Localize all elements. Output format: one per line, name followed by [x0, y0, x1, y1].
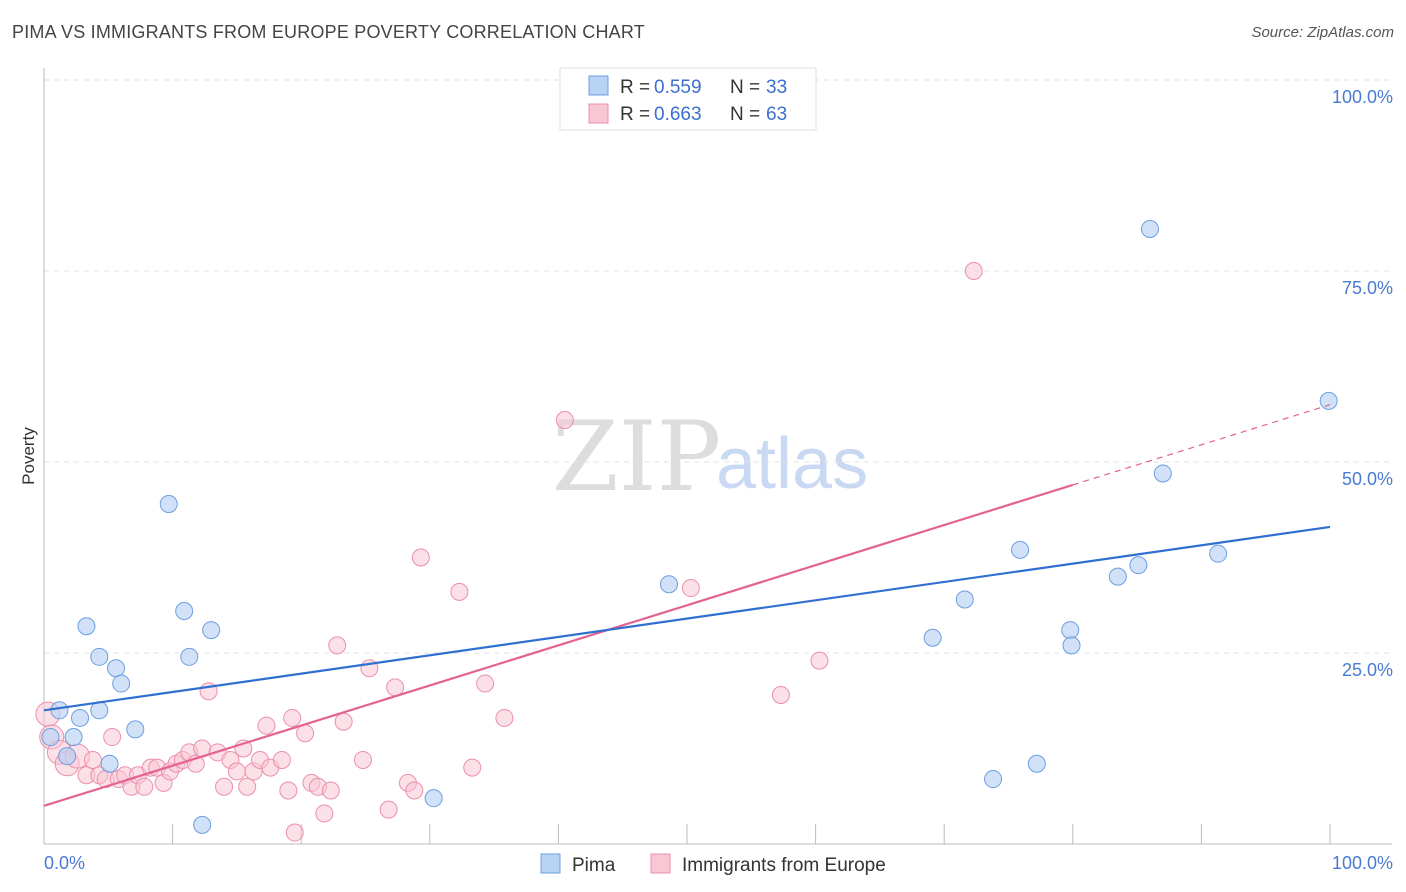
pima-point — [90, 647, 109, 666]
pima-point — [1011, 540, 1030, 559]
pima-point — [112, 674, 131, 693]
europe-point — [555, 410, 574, 429]
legend-europe-n-value: 63 — [766, 104, 787, 125]
pima-point — [1108, 567, 1127, 586]
pima-point — [202, 621, 221, 640]
y-tick-label-75: 75.0% — [1342, 278, 1393, 298]
grid-layer — [44, 79, 1392, 654]
europe-trend-line — [43, 483, 1074, 807]
pima-trend-line — [43, 525, 1331, 712]
bottom-legend-pima-label: Pima — [572, 855, 616, 876]
top-legend: R = 0.559 N = 33 R = 0.663 N = 63 — [559, 67, 817, 131]
legend-europe-n-label: N = — [730, 104, 760, 125]
europe-point — [272, 750, 291, 769]
legend-pima-r-label: R = — [620, 77, 650, 98]
pima-point — [107, 659, 126, 678]
legend-europe-swatch — [588, 103, 609, 124]
x-tick-label-min: 0.0% — [44, 853, 85, 873]
pima-point — [58, 747, 77, 766]
y-tick-labels: 25.0% 50.0% 75.0% 100.0% — [1332, 87, 1393, 680]
europe-point — [964, 262, 983, 280]
legend-europe-r-value: 0.663 — [654, 104, 702, 125]
pima-point — [1027, 754, 1046, 773]
pima-point — [1153, 464, 1172, 483]
pima-point — [1209, 544, 1228, 563]
europe-point — [257, 716, 276, 735]
europe-point — [103, 728, 122, 747]
chart-source: Source: ZipAtlas.com — [1251, 24, 1394, 41]
watermark-atlas: atlas — [716, 424, 868, 504]
europe-point — [227, 762, 246, 781]
bottom-legend-europe-swatch — [650, 853, 671, 874]
europe-point — [328, 636, 347, 655]
pima-point — [659, 575, 678, 594]
pima-point — [50, 701, 69, 720]
europe-point — [315, 804, 334, 823]
pima-point — [77, 617, 96, 636]
pima-point — [984, 770, 1003, 789]
pima-point — [1061, 621, 1080, 640]
bottom-legend-europe-label: Immigrants from Europe — [682, 855, 886, 876]
y-tick-label-50: 50.0% — [1342, 469, 1393, 489]
europe-point — [238, 777, 257, 796]
pima-point — [175, 601, 194, 620]
legend-pima-swatch — [588, 75, 609, 96]
europe-point — [476, 674, 495, 693]
y-axis-label: Poverty — [19, 427, 38, 485]
pima-point — [1129, 556, 1148, 575]
europe-point — [285, 823, 304, 842]
europe-point — [334, 712, 353, 731]
europe-point — [771, 686, 790, 705]
europe-point — [135, 777, 154, 796]
pima-point — [1062, 636, 1081, 655]
europe-point — [353, 750, 372, 769]
europe-point — [450, 582, 469, 601]
europe-point — [411, 548, 430, 567]
pima-point — [126, 720, 145, 739]
europe-point — [495, 708, 514, 727]
pima-point — [193, 815, 212, 834]
pima-point — [424, 789, 443, 808]
watermark-zip: ZIP — [552, 401, 721, 513]
europe-point — [810, 651, 829, 670]
europe-point — [279, 781, 298, 800]
x-tick-label-max: 100.0% — [1332, 853, 1393, 873]
europe-point — [83, 750, 102, 769]
europe-points-group — [35, 262, 983, 842]
pima-point — [955, 590, 974, 609]
pima-point — [41, 728, 60, 747]
legend-europe-r-label: R = — [620, 104, 650, 125]
europe-point — [379, 800, 398, 819]
x-tick-marks — [43, 824, 1331, 844]
trend-lines-group — [43, 404, 1331, 807]
pima-point — [159, 495, 178, 514]
europe-point — [215, 777, 234, 796]
europe-point — [463, 758, 482, 777]
chart-title: PIMA VS IMMIGRANTS FROM EUROPE POVERTY C… — [12, 22, 645, 42]
pima-point — [1140, 219, 1159, 238]
pima-point — [71, 708, 90, 727]
y-tick-label-25: 25.0% — [1342, 660, 1393, 680]
europe-point — [283, 708, 302, 727]
europe-trend-extension — [1072, 404, 1331, 486]
legend-pima-n-value: 33 — [766, 77, 787, 98]
pima-point — [923, 628, 942, 647]
y-tick-label-100: 100.0% — [1332, 87, 1393, 107]
bottom-legend: Pima Immigrants from Europe — [540, 853, 886, 876]
pima-point — [100, 754, 119, 773]
pima-point — [180, 647, 199, 666]
pima-point — [1319, 391, 1338, 410]
legend-pima-n-label: N = — [730, 77, 760, 98]
pima-point — [64, 728, 83, 747]
europe-point — [321, 781, 340, 800]
legend-pima-r-value: 0.559 — [654, 77, 702, 98]
europe-point — [681, 579, 700, 598]
europe-point — [405, 781, 424, 800]
bottom-legend-pima-swatch — [540, 853, 561, 874]
pima-points-group — [41, 219, 1338, 834]
